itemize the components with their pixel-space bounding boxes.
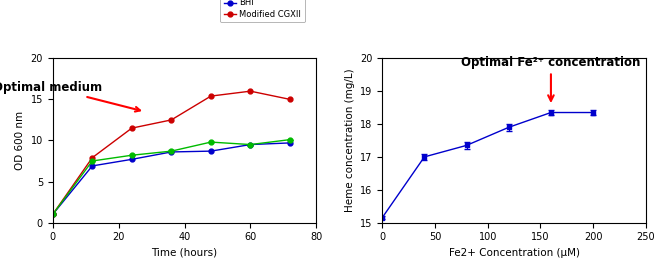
Text: Optimal medium: Optimal medium: [0, 81, 140, 112]
Legend: Modifeld LB, BHI, Modified CGXII: Modifeld LB, BHI, Modified CGXII: [220, 0, 304, 22]
Text: Optimal Fe²⁺ concentration: Optimal Fe²⁺ concentration: [461, 56, 641, 69]
X-axis label: Fe2+ Concentration (μM): Fe2+ Concentration (μM): [449, 248, 579, 258]
Y-axis label: OD 600 nm: OD 600 nm: [15, 111, 25, 170]
X-axis label: Time (hours): Time (hours): [152, 248, 217, 258]
Y-axis label: Heme concentration (mg/L): Heme concentration (mg/L): [345, 69, 355, 212]
